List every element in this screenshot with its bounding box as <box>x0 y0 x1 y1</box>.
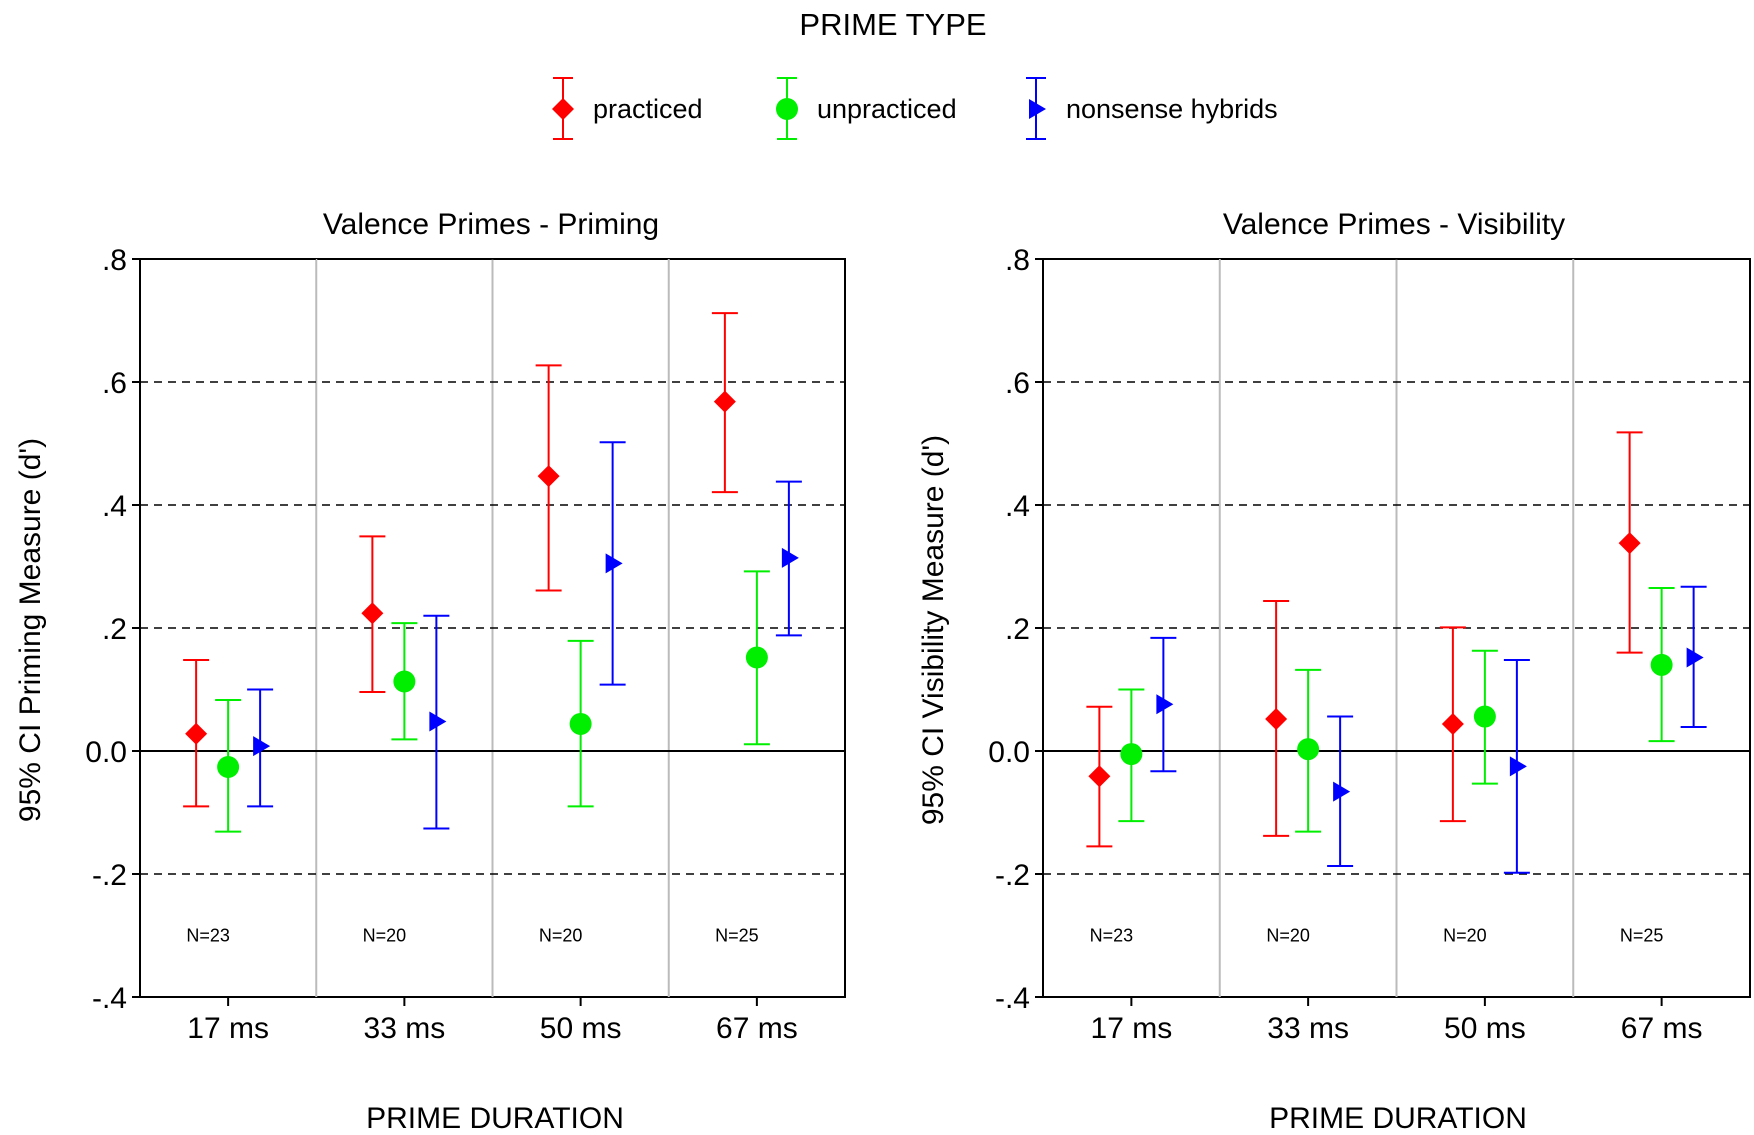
y-tick-label: .4 <box>102 490 127 523</box>
data-point <box>1120 743 1143 766</box>
x-tick-label: 67 ms <box>1621 1012 1703 1045</box>
plot-area: .8 .6 .4 .2 0.0 -.2 -.4 17 ms N=23 33 ms N=20 50 ms… <box>988 244 1751 1045</box>
data-point <box>1509 756 1527 777</box>
legend: PRIME TYPE practiced unpracticed nonsense … <box>552 7 1278 140</box>
n-label: N=20 <box>363 926 407 946</box>
x-tick-label: 17 ms <box>1091 1012 1173 1045</box>
y-tick-label: .2 <box>1005 613 1030 646</box>
series-unpracticed <box>1118 587 1675 833</box>
n-label: N=23 <box>1090 926 1134 946</box>
y-tick-label: -.2 <box>995 859 1030 892</box>
legend-label: unpracticed <box>817 94 957 124</box>
data-point <box>745 646 768 669</box>
data-point <box>1156 694 1174 715</box>
y-tick-label: .2 <box>102 613 127 646</box>
x-axis-label: PRIME DURATION <box>1269 1102 1527 1135</box>
y-tick-label: 0.0 <box>85 736 127 769</box>
y-tick-label: .6 <box>1005 367 1030 400</box>
legend-entry-nonsense-hybrids: nonsense hybrids <box>1026 77 1278 140</box>
legend-title: PRIME TYPE <box>799 7 986 42</box>
n-label: N=20 <box>1266 926 1310 946</box>
plot-area: .8 .6 .4 .2 0.0 -.2 -.4 17 ms N=23 33 ms N=20 50 ms… <box>85 244 846 1045</box>
x-tick-label: 33 ms <box>364 1012 446 1045</box>
series-practiced <box>1086 431 1643 848</box>
data-point <box>429 711 447 732</box>
y-tick-label: .8 <box>102 244 127 277</box>
data-point <box>393 670 416 693</box>
data-point <box>217 755 240 778</box>
x-tick-label: 33 ms <box>1267 1012 1349 1045</box>
chart-title: Valence Primes - Visibility <box>1223 208 1565 241</box>
y-tick-label: .6 <box>102 367 127 400</box>
n-label: N=25 <box>715 926 759 946</box>
data-point <box>537 465 560 488</box>
chart-title: Valence Primes - Priming <box>323 208 659 241</box>
data-point <box>1088 765 1111 788</box>
x-tick-label: 67 ms <box>716 1012 798 1045</box>
x-tick-label: 50 ms <box>540 1012 622 1045</box>
data-point <box>605 553 623 574</box>
x-axis-label: PRIME DURATION <box>366 1102 624 1135</box>
y-tick-label: .8 <box>1005 244 1030 277</box>
series-practiced <box>183 312 738 808</box>
data-point <box>1441 712 1464 735</box>
y-tick-label: .4 <box>1005 490 1030 523</box>
legend-items: practiced unpracticed nonsense hybrids <box>552 77 1278 140</box>
data-point <box>1650 653 1673 676</box>
y-tick-label: -.4 <box>92 982 127 1015</box>
data-point <box>1473 705 1496 728</box>
data-point <box>1618 532 1641 555</box>
legend-entry-unpracticed: unpracticed <box>776 77 957 140</box>
chart-panel-visibility: Valence Primes - Visibility 95% CI Visib… <box>917 208 1751 1135</box>
y-tick-label: -.2 <box>92 859 127 892</box>
data-point <box>1265 708 1288 731</box>
legend-marker <box>776 98 798 120</box>
y-tick-label: 0.0 <box>988 736 1030 769</box>
data-point <box>185 722 208 745</box>
data-point <box>1686 647 1704 668</box>
data-point <box>1297 738 1320 761</box>
data-point <box>361 602 384 625</box>
x-tick-label: 17 ms <box>187 1012 269 1045</box>
data-point <box>253 736 271 757</box>
legend-marker <box>552 98 574 120</box>
legend-marker <box>1029 99 1046 119</box>
y-axis-label: 95% CI Visibility Measure (d') <box>917 435 950 825</box>
n-label: N=23 <box>186 926 230 946</box>
series-nonsense-hybrids <box>247 441 802 830</box>
chart-panel-priming: Valence Primes - Priming 95% CI Priming … <box>14 208 846 1135</box>
legend-label: nonsense hybrids <box>1066 94 1278 124</box>
series-nonsense-hybrids <box>1150 585 1707 874</box>
n-label: N=25 <box>1620 926 1664 946</box>
data-point <box>713 390 736 413</box>
n-label: N=20 <box>539 926 583 946</box>
x-tick-label: 50 ms <box>1444 1012 1526 1045</box>
legend-label: practiced <box>593 94 703 124</box>
data-point <box>781 547 799 568</box>
n-label: N=20 <box>1443 926 1487 946</box>
data-point <box>569 712 592 735</box>
legend-entry-practiced: practiced <box>552 77 703 140</box>
data-point <box>1333 781 1351 802</box>
y-axis-label: 95% CI Priming Measure (d') <box>14 438 47 822</box>
series-unpracticed <box>215 570 770 833</box>
y-tick-label: -.4 <box>995 982 1030 1015</box>
